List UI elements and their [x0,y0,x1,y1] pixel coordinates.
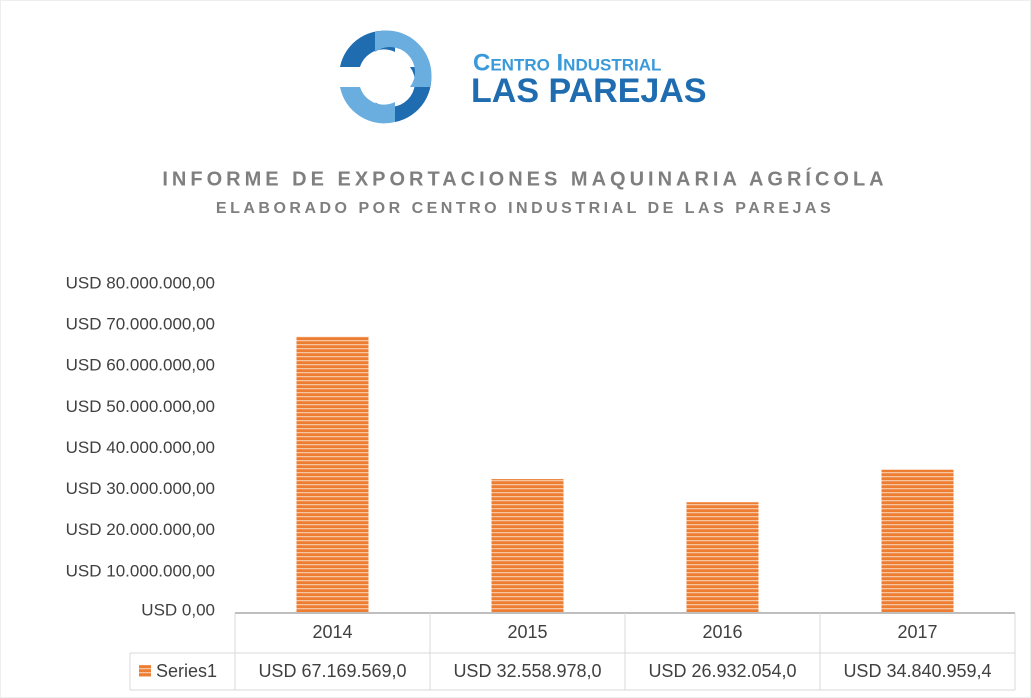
y-tick-label: USD 50.000.000,00 [66,397,215,416]
logo-text: Centro Industrial [473,49,661,76]
logo-text: LAS PAREJAS [471,72,707,110]
y-tick-label: USD 30.000.000,00 [66,479,215,498]
x-tick-label: 2016 [702,622,742,642]
y-tick-label: USD 70.000.000,00 [66,315,215,334]
x-tick-label: 2014 [312,622,352,642]
y-tick-label: USD 20.000.000,00 [66,520,215,539]
y-tick-label: USD 0,00 [141,600,215,619]
logo-mark [340,30,432,124]
bar [491,479,564,613]
bar [686,502,759,613]
chart-subtitle: ELABORADO POR CENTRO INDUSTRIAL DE LAS P… [216,200,834,217]
x-tick-label: 2015 [507,622,547,642]
table-value: USD 26.932.054,0 [648,661,796,681]
legend-swatch [139,665,151,677]
legend-label: Series1 [156,661,217,681]
y-tick-label: USD 80.000.000,00 [66,273,215,292]
x-tick-label: 2017 [897,622,937,642]
bar [881,469,954,613]
table-value: USD 67.169.569,0 [258,661,406,681]
chart-title: INFORME DE EXPORTACIONES MAQUINARIA AGRÍ… [162,167,887,190]
y-tick-label: USD 60.000.000,00 [66,356,215,375]
table-value: USD 34.840.959,4 [843,661,991,681]
y-tick-label: USD 10.000.000,00 [66,561,215,580]
y-tick-label: USD 40.000.000,00 [66,438,215,457]
table-value: USD 32.558.978,0 [453,661,601,681]
bar [296,336,369,613]
